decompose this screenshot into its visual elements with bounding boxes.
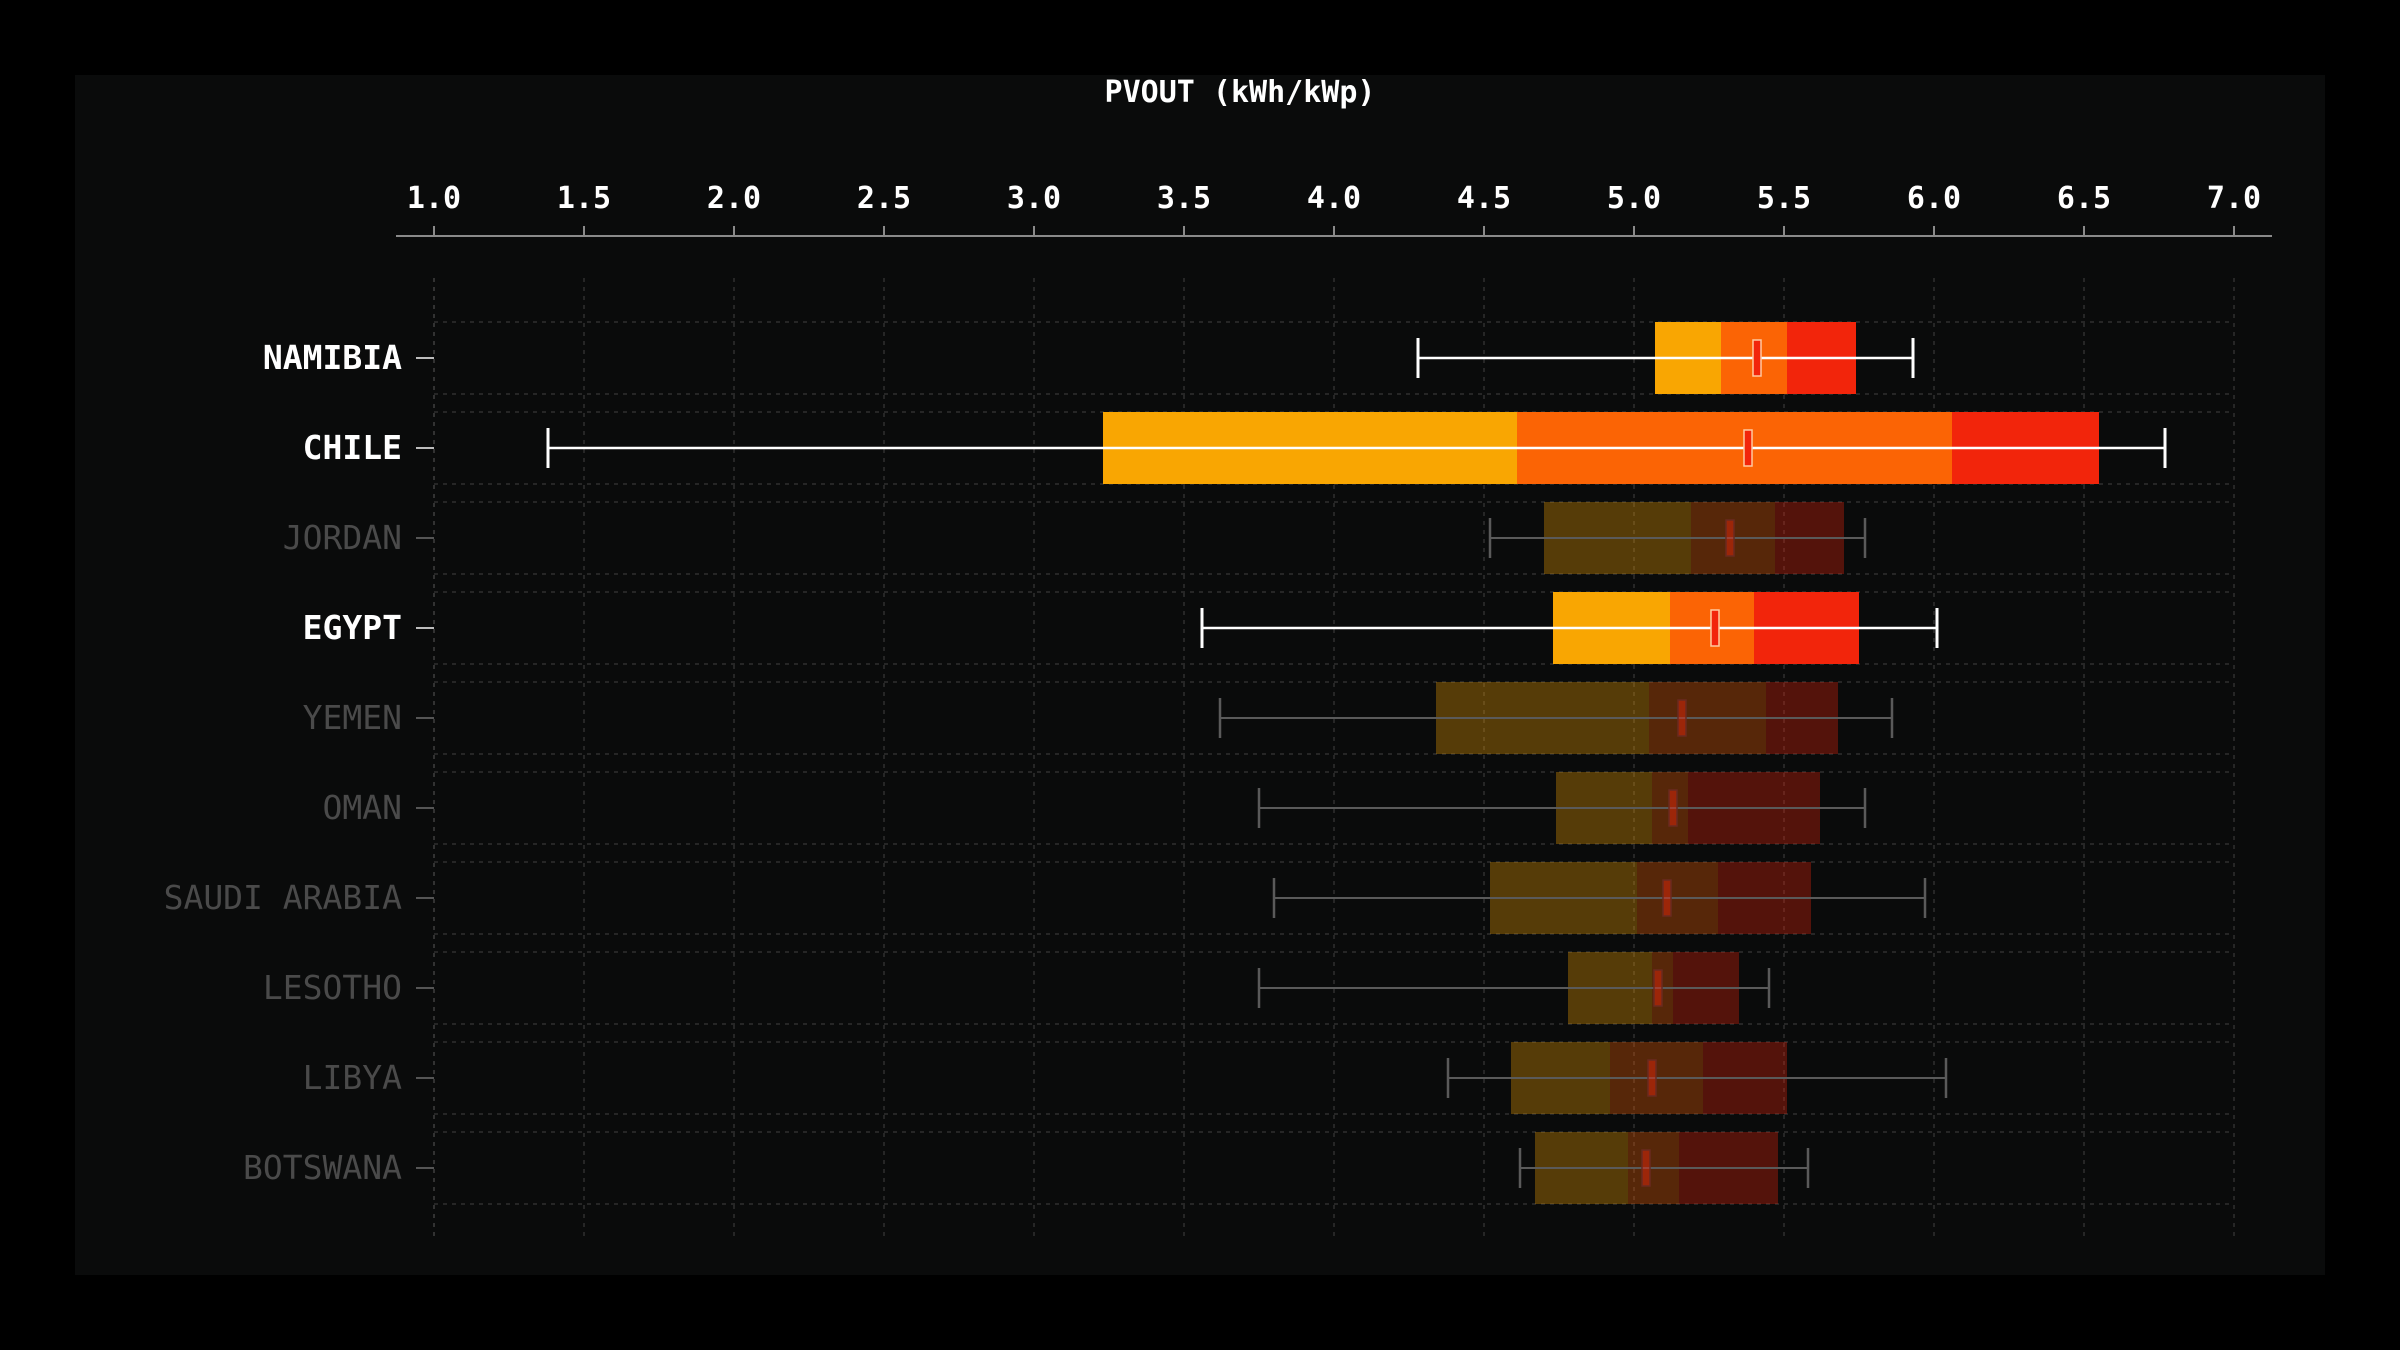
x-tick-label: 7.0 bbox=[2207, 181, 2261, 216]
category-label: LIBYA bbox=[303, 1058, 402, 1097]
box-row: LESOTHO bbox=[263, 951, 2234, 1025]
x-tick-label: 4.0 bbox=[1307, 181, 1361, 216]
x-tick-label: 5.5 bbox=[1757, 181, 1811, 216]
median-marker bbox=[1668, 789, 1678, 827]
x-tick-label: 6.0 bbox=[1907, 181, 1961, 216]
category-label: EGYPT bbox=[303, 608, 402, 647]
x-axis-title: PVOUT (kWh/kWp) bbox=[1105, 75, 1376, 110]
box-rows: NAMIBIA CHILE JORDAN EGYPT YEMEN OMAN SAUDI AR… bbox=[164, 321, 2234, 1205]
box-row: JORDAN bbox=[283, 501, 2234, 575]
x-tick-label: 1.5 bbox=[557, 181, 611, 216]
x-tick-label: 3.5 bbox=[1157, 181, 1211, 216]
category-label: CHILE bbox=[303, 428, 402, 467]
median-marker bbox=[1752, 339, 1762, 377]
x-tick-label: 6.5 bbox=[2057, 181, 2111, 216]
box-row: LIBYA bbox=[303, 1041, 2234, 1115]
box-row: SAUDI ARABIA bbox=[164, 861, 2234, 935]
x-tick-label: 3.0 bbox=[1007, 181, 1061, 216]
median-marker bbox=[1743, 429, 1753, 467]
category-label: BOTSWANA bbox=[243, 1148, 402, 1187]
box-row: NAMIBIA bbox=[263, 321, 2234, 395]
category-label: YEMEN bbox=[303, 698, 402, 737]
x-tick-label: 4.5 bbox=[1457, 181, 1511, 216]
median-marker bbox=[1725, 519, 1735, 557]
category-label: SAUDI ARABIA bbox=[164, 878, 403, 917]
x-tick-label: 2.5 bbox=[857, 181, 911, 216]
median-marker bbox=[1653, 969, 1663, 1007]
box-row: CHILE bbox=[303, 411, 2234, 485]
median-marker bbox=[1677, 699, 1687, 737]
box-row: BOTSWANA bbox=[243, 1131, 2234, 1205]
category-label: LESOTHO bbox=[263, 968, 402, 1007]
category-label: OMAN bbox=[323, 788, 402, 827]
x-tick-label: 5.0 bbox=[1607, 181, 1661, 216]
x-tick-label: 1.0 bbox=[407, 181, 461, 216]
category-label: NAMIBIA bbox=[263, 338, 402, 377]
box-row: YEMEN bbox=[303, 681, 2234, 755]
median-marker bbox=[1647, 1059, 1657, 1097]
x-tick-label: 2.0 bbox=[707, 181, 761, 216]
grid bbox=[433, 278, 2235, 1240]
median-marker bbox=[1662, 879, 1672, 917]
chart-panel bbox=[75, 75, 2325, 1275]
median-marker bbox=[1710, 609, 1720, 647]
box-row: OMAN bbox=[323, 771, 2234, 845]
category-label: JORDAN bbox=[283, 518, 402, 557]
box-row: EGYPT bbox=[303, 591, 2234, 665]
median-marker bbox=[1641, 1149, 1651, 1187]
x-axis: 1.0 1.5 2.0 2.5 3.0 3.5 4.0 4.5 5.0 5.5 6.0 6.5 7.0 bbox=[396, 181, 2272, 237]
